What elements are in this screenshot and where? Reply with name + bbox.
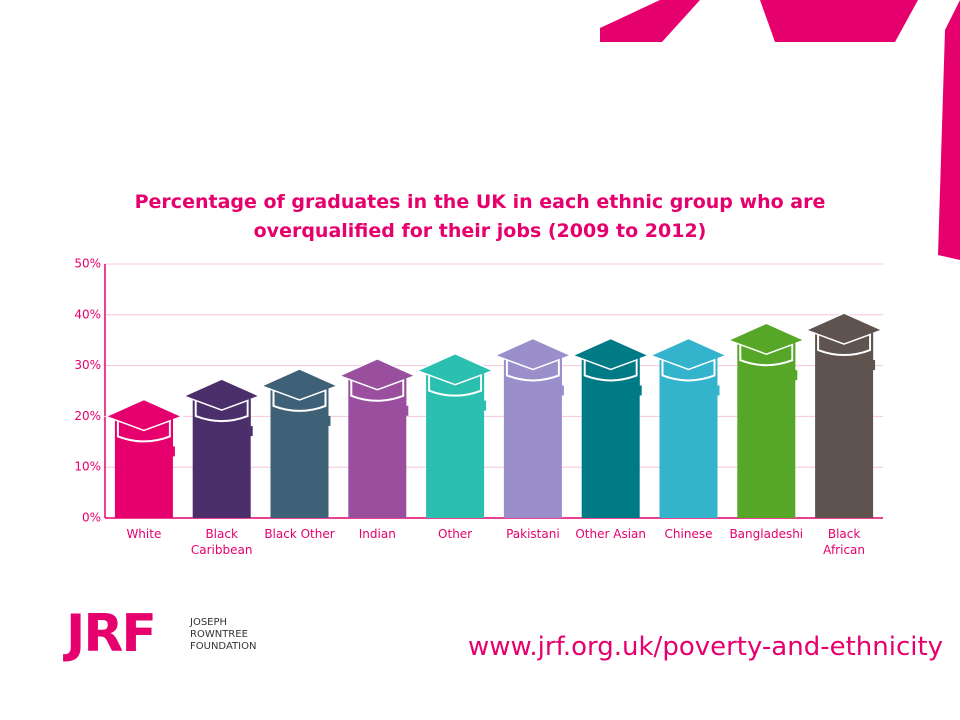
y-tick-label: 10%: [74, 460, 101, 474]
tassel: [869, 360, 876, 371]
bar: [659, 355, 718, 518]
tassel: [557, 385, 564, 396]
tassel: [635, 385, 642, 396]
x-tick-label: Pakistani: [506, 527, 560, 541]
cap: [103, 398, 184, 432]
y-tick-label: 30%: [74, 358, 101, 372]
tassel: [324, 415, 331, 426]
cap: [259, 368, 340, 401]
cap: [181, 378, 262, 411]
decor: [760, 0, 918, 42]
x-tick-label: Indian: [358, 527, 396, 541]
y-tick-label: 20%: [74, 409, 101, 423]
cap: [337, 357, 418, 391]
tassel: [246, 426, 253, 437]
bar: [581, 355, 640, 518]
cap: [648, 337, 729, 371]
decor: [938, 0, 960, 260]
org-name: JOSEPH ROWNTREE FOUNDATION: [190, 617, 257, 652]
tassel: [480, 400, 487, 411]
x-tick-label: Other: [438, 527, 473, 541]
logo: JRF: [66, 604, 157, 664]
decor: [600, 0, 700, 42]
tassel: [713, 385, 720, 396]
tassel: [168, 446, 175, 457]
bar: [503, 355, 562, 518]
y-tick-label: 50%: [74, 257, 101, 271]
chart-title: Percentage of graduates in the UK in eac…: [134, 191, 826, 242]
cap: [415, 352, 496, 386]
bar: [815, 330, 874, 518]
tassel: [791, 370, 798, 381]
x-tick-label: Black Caribbean: [190, 527, 253, 557]
y-tick-label: 40%: [74, 307, 101, 321]
cap: [726, 322, 807, 355]
x-tick-label: Bangladeshi: [729, 527, 804, 541]
tassel: [402, 405, 409, 416]
bar: [737, 340, 796, 518]
x-tick-label: Chinese: [664, 527, 713, 541]
x-tick-label: White: [126, 527, 162, 541]
x-tick-label: Other Asian: [575, 527, 646, 541]
y-tick-label: 0%: [82, 511, 101, 525]
url: www.jrf.org.uk/poverty-and-ethnicity: [468, 632, 944, 662]
x-tick-label: Black African: [823, 527, 866, 557]
x-tick-label: Black Other: [264, 527, 335, 541]
cap: [804, 312, 885, 345]
